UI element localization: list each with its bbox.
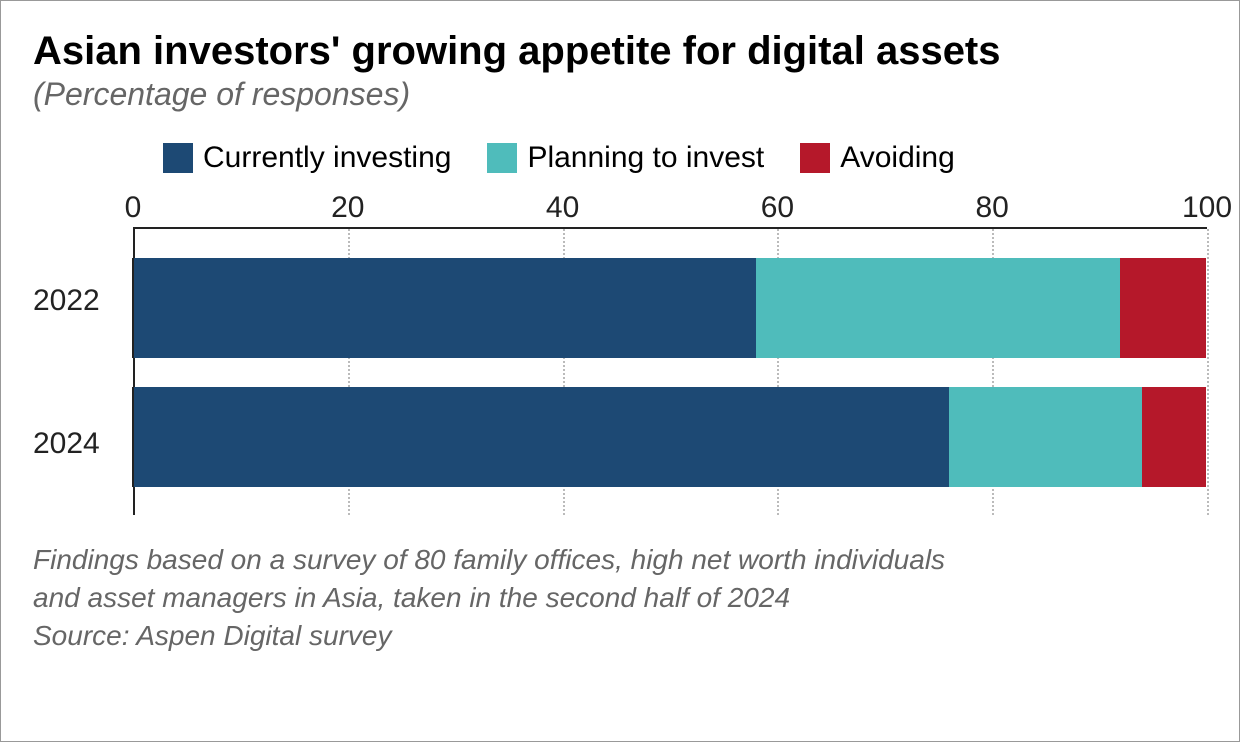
chart-title: Asian investors' growing appetite for di… bbox=[33, 29, 1207, 74]
x-axis: 0 20 40 60 80 100 bbox=[133, 185, 1207, 229]
footnote: Findings based on a survey of 80 family … bbox=[33, 541, 1207, 654]
footnote-line: Source: Aspen Digital survey bbox=[33, 617, 1207, 655]
footnote-line: and asset managers in Asia, taken in the… bbox=[33, 579, 1207, 617]
legend-item-planning-to-invest: Planning to invest bbox=[487, 141, 764, 175]
legend-label: Currently investing bbox=[203, 141, 451, 175]
y-axis-labels: 2022 2024 bbox=[33, 185, 133, 515]
legend: Currently investing Planning to invest A… bbox=[163, 141, 1207, 175]
segment-planning-to-invest bbox=[949, 387, 1142, 487]
x-tick-20: 20 bbox=[331, 191, 364, 225]
swatch-planning-to-invest bbox=[487, 143, 517, 173]
legend-label: Planning to invest bbox=[527, 141, 764, 175]
legend-item-currently-investing: Currently investing bbox=[163, 141, 451, 175]
x-tick-100: 100 bbox=[1182, 191, 1232, 225]
chart-subtitle: (Percentage of responses) bbox=[33, 76, 1207, 113]
bar-2022 bbox=[132, 258, 1206, 358]
legend-item-avoiding: Avoiding bbox=[800, 141, 955, 175]
swatch-avoiding bbox=[800, 143, 830, 173]
segment-avoiding bbox=[1142, 387, 1206, 487]
legend-label: Avoiding bbox=[840, 141, 955, 175]
y-label-2024: 2024 bbox=[33, 394, 133, 494]
segment-avoiding bbox=[1120, 258, 1206, 358]
x-tick-0: 0 bbox=[125, 191, 142, 225]
chart-area: 2022 2024 0 20 40 60 80 100 bbox=[33, 185, 1207, 515]
segment-currently-investing bbox=[134, 258, 756, 358]
bars-area bbox=[133, 229, 1207, 515]
x-tick-40: 40 bbox=[546, 191, 579, 225]
swatch-currently-investing bbox=[163, 143, 193, 173]
y-label-2022: 2022 bbox=[33, 251, 133, 351]
x-tick-60: 60 bbox=[761, 191, 794, 225]
bar-2024 bbox=[132, 387, 1206, 487]
gridline bbox=[1207, 229, 1209, 515]
footnote-line: Findings based on a survey of 80 family … bbox=[33, 541, 1207, 579]
x-tick-80: 80 bbox=[976, 191, 1009, 225]
segment-planning-to-invest bbox=[756, 258, 1120, 358]
segment-currently-investing bbox=[134, 387, 949, 487]
plot-area: 0 20 40 60 80 100 bbox=[133, 185, 1207, 515]
